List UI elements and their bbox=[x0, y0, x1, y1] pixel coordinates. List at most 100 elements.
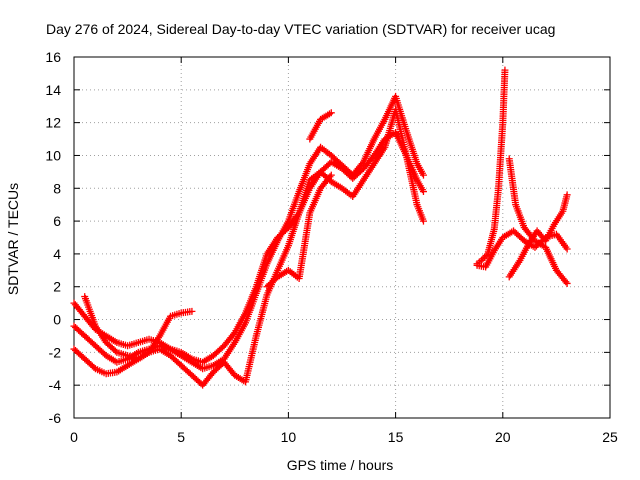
data-marker-run bbox=[543, 222, 557, 243]
data-marker-run bbox=[211, 356, 226, 368]
data-marker-run bbox=[499, 68, 509, 124]
data-marker-run bbox=[157, 314, 173, 338]
data-marker-run bbox=[168, 346, 183, 359]
data-marker-run bbox=[94, 366, 108, 377]
data-marker-run bbox=[115, 363, 130, 375]
data-marker-run bbox=[200, 370, 216, 388]
data-marker-run bbox=[136, 346, 151, 356]
axis-ticks: 0 5 10 15 20 25 -6 -4 -2 0 2 4 6 8 10 12 14 16 bbox=[45, 49, 618, 445]
y-tick-label: 8 bbox=[53, 180, 61, 196]
data-marker-run bbox=[200, 353, 216, 365]
data-marker-run bbox=[146, 334, 163, 355]
data-marker-run bbox=[253, 293, 270, 338]
data-marker-run bbox=[414, 162, 426, 177]
data-marker-run bbox=[190, 359, 205, 372]
data-marker-run bbox=[211, 343, 227, 358]
data-marker-run bbox=[126, 339, 140, 349]
y-tick-label: 4 bbox=[53, 246, 61, 262]
data-marker-run bbox=[72, 324, 87, 339]
x-tick-label: 25 bbox=[602, 429, 618, 445]
data-marker-run bbox=[264, 239, 281, 266]
data-marker-run bbox=[71, 301, 87, 319]
data-marker-run bbox=[286, 268, 301, 281]
data-marker-run bbox=[285, 211, 302, 248]
data-marker-run bbox=[104, 368, 119, 377]
data-marker-run bbox=[82, 356, 98, 371]
data-marker-run bbox=[296, 178, 313, 215]
data-marker-run bbox=[371, 117, 388, 141]
data-marker-run bbox=[169, 310, 183, 320]
data-marker-run bbox=[295, 211, 313, 280]
data-marker-run bbox=[414, 178, 426, 194]
series-trace-i bbox=[505, 191, 571, 281]
data-marker-run bbox=[158, 342, 172, 352]
data-marker-run bbox=[329, 159, 344, 171]
data-marker-run bbox=[115, 349, 129, 359]
data-marker-run bbox=[483, 249, 497, 269]
data-marker-run bbox=[350, 160, 366, 178]
data-marker-run bbox=[495, 121, 507, 190]
data-marker-run bbox=[221, 330, 237, 348]
data-marker-run bbox=[233, 372, 248, 385]
data-marker-run bbox=[296, 162, 313, 194]
data-marker-run bbox=[360, 137, 377, 164]
data-marker-run bbox=[104, 353, 119, 365]
series-trace-h bbox=[505, 155, 571, 287]
data-marker-run bbox=[543, 245, 560, 272]
data-marker-run bbox=[275, 267, 291, 280]
data-marker-run bbox=[318, 145, 333, 158]
data-marker-run bbox=[179, 363, 194, 378]
y-tick-label: -4 bbox=[49, 377, 62, 393]
x-tick-label: 20 bbox=[495, 429, 511, 445]
data-marker-run bbox=[136, 349, 151, 362]
data-marker-run bbox=[361, 153, 377, 171]
data-marker-run bbox=[554, 232, 570, 251]
data-marker-run bbox=[484, 227, 498, 256]
data-marker-run bbox=[392, 95, 410, 133]
data-marker-run bbox=[104, 333, 119, 345]
y-axis-label: SDTVAR / TECUs bbox=[5, 183, 21, 295]
data-marker-run bbox=[392, 108, 410, 157]
data-marker-run bbox=[307, 186, 324, 215]
data-marker-run bbox=[221, 360, 237, 378]
data-marker-run bbox=[285, 190, 302, 223]
data-marker-run bbox=[136, 336, 151, 346]
series-trace-c bbox=[70, 106, 427, 389]
data-marker-run bbox=[158, 346, 173, 359]
x-tick-label: 15 bbox=[388, 429, 404, 445]
data-marker-run bbox=[221, 340, 238, 361]
data-marker-run bbox=[232, 311, 248, 335]
data-marker-run bbox=[403, 129, 420, 166]
data-marker-run bbox=[371, 145, 388, 166]
data-marker-run bbox=[275, 219, 291, 243]
data-marker-run bbox=[104, 340, 119, 355]
data-marker-run bbox=[190, 356, 204, 366]
data-marker-run bbox=[479, 252, 490, 263]
data-marker-run bbox=[361, 161, 377, 182]
data-marker-run bbox=[307, 117, 323, 141]
x-tick-label: 0 bbox=[70, 429, 78, 445]
series-trace-f bbox=[473, 66, 509, 268]
data-marker-run bbox=[242, 291, 259, 325]
data-marker-run bbox=[414, 203, 427, 223]
plot-area-frame bbox=[73, 56, 611, 419]
data-marker-run bbox=[168, 353, 184, 368]
x-tick-label: 5 bbox=[177, 429, 185, 445]
data-marker-run bbox=[511, 228, 527, 243]
data-points bbox=[70, 66, 571, 389]
data-marker-run bbox=[93, 324, 109, 345]
chart-title: Day 276 of 2024, Sidereal Day-to-day VTE… bbox=[46, 21, 555, 37]
data-marker-run bbox=[72, 346, 87, 362]
data-marker-run bbox=[517, 242, 531, 262]
data-marker-run bbox=[115, 339, 129, 349]
data-marker-run bbox=[533, 238, 548, 250]
data-marker-run bbox=[318, 110, 333, 122]
data-marker-run bbox=[115, 356, 129, 366]
y-tick-label: 6 bbox=[53, 213, 61, 229]
data-marker-run bbox=[491, 235, 506, 253]
data-marker-run bbox=[506, 258, 523, 279]
y-tick-label: 12 bbox=[45, 115, 61, 131]
data-marker-run bbox=[551, 209, 566, 226]
y-tick-label: 0 bbox=[53, 312, 61, 328]
